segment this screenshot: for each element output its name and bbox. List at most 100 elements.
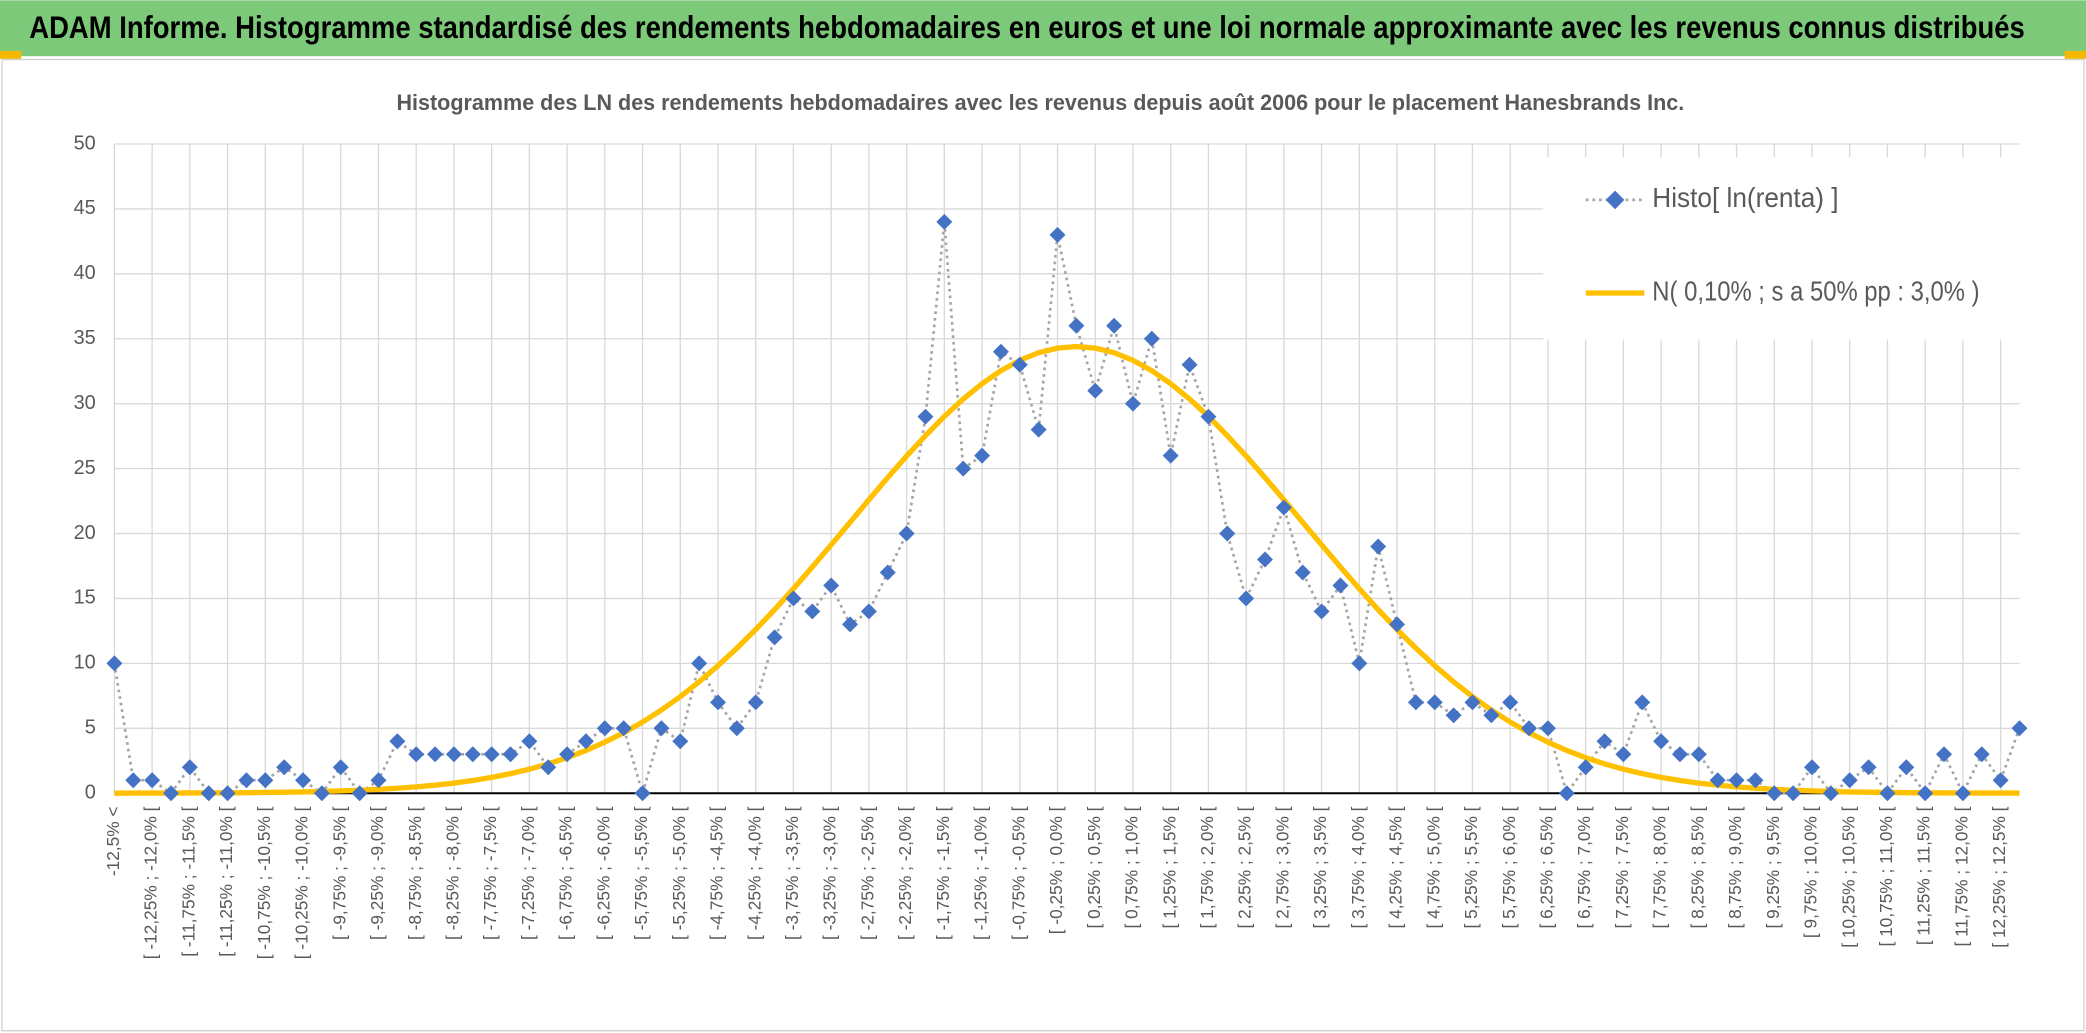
x-tick-label: [ -0,25% ; 0,0% [ — [1046, 806, 1066, 934]
data-point — [238, 772, 255, 789]
x-tick-label: [ -9,25% ; -9,0% [ — [367, 806, 387, 940]
data-point — [634, 785, 651, 802]
data-point — [559, 746, 576, 763]
data-point — [125, 772, 142, 789]
x-tick-label: [ -3,25% ; -3,0% [ — [820, 806, 840, 940]
data-point — [728, 720, 745, 737]
x-tick-label: [ 2,75% ; 3,0% [ — [1272, 806, 1292, 928]
x-tick-label: [ 1,75% ; 2,0% [ — [1197, 806, 1217, 928]
x-tick-label: [ -5,25% ; -5,0% [ — [669, 806, 689, 940]
data-point — [1596, 733, 1613, 750]
data-point — [2011, 720, 2028, 737]
data-point — [200, 785, 217, 802]
corner — [0, 50, 22, 59]
data-point — [181, 759, 198, 776]
data-point — [1973, 746, 1990, 763]
data-point — [1275, 499, 1292, 516]
data-point — [163, 785, 179, 802]
data-point — [1181, 356, 1198, 373]
data-point — [1879, 785, 1896, 802]
data-point — [1521, 720, 1538, 737]
x-tick-label: [ -3,75% ; -3,5% [ — [782, 806, 802, 940]
y-tick-label: 5 — [85, 717, 96, 739]
data-point — [710, 694, 726, 711]
data-point — [747, 694, 764, 711]
data-point — [842, 616, 859, 633]
y-tick-label: 40 — [74, 262, 96, 284]
x-tick-label: [ 12,25% ; 12,5% [ — [1989, 806, 2009, 947]
y-tick-label: 30 — [74, 392, 96, 414]
chart-border — [1, 58, 2085, 1032]
x-tick-label: [ -12,25% ; -12,0% [ — [141, 806, 161, 959]
x-tick-label: [ 6,25% ; 6,5% [ — [1536, 806, 1556, 928]
data-point — [257, 772, 274, 789]
legend-label: N( 0,10% ; s a 50% pp : 3,0% ) — [1652, 275, 1979, 306]
x-tick-label: [ 0,25% ; 0,5% [ — [1084, 806, 1104, 928]
data-point — [974, 447, 991, 464]
data-point — [1728, 772, 1745, 789]
data-point — [1860, 759, 1877, 776]
x-tick-label: [ -8,25% ; -8,0% [ — [442, 806, 462, 940]
data-point — [672, 733, 689, 750]
data-point — [540, 759, 557, 776]
data-point — [1634, 694, 1651, 711]
data-point — [1690, 746, 1707, 763]
x-tick-label: [ 4,75% ; 5,0% [ — [1423, 806, 1443, 928]
data-point — [1992, 772, 2009, 789]
data-point — [1087, 382, 1104, 399]
data-point — [408, 746, 425, 763]
data-point — [860, 603, 877, 620]
x-tick-label: [ 9,75% ; 10,0% [ — [1801, 806, 1821, 938]
data-point — [898, 525, 915, 542]
x-tick-label: [ -1,25% ; -1,0% [ — [971, 806, 991, 940]
data-point — [1822, 785, 1839, 802]
x-tick-label: [ 0,75% ; 1,0% [ — [1122, 806, 1142, 928]
data-point — [1257, 551, 1273, 568]
y-tick-label: 0 — [85, 781, 96, 803]
data-point — [955, 460, 972, 477]
data-point — [879, 564, 896, 581]
data-point — [992, 343, 1009, 360]
y-tick-label: 10 — [74, 652, 96, 674]
data-point — [1162, 447, 1179, 464]
x-tick-label: [ -7,25% ; -7,0% [ — [518, 806, 538, 940]
x-tick-label: [ 10,75% ; 11,0% [ — [1876, 806, 1896, 946]
legend-marker — [1605, 190, 1625, 210]
data-point — [596, 720, 613, 737]
data-point — [1653, 733, 1670, 750]
x-tick-label: [ 1,25% ; 1,5% [ — [1159, 806, 1179, 928]
x-tick-label: [ -2,25% ; -2,0% [ — [895, 806, 915, 940]
y-tick-label: 25 — [74, 457, 96, 479]
data-point — [1124, 395, 1141, 412]
x-tick-label: [ 5,75% ; 6,0% [ — [1499, 806, 1519, 928]
data-point — [106, 655, 123, 672]
data-point — [521, 733, 538, 750]
data-point — [1898, 759, 1915, 776]
data-point — [502, 746, 519, 763]
x-tick-label: [ -9,75% ; -9,5% [ — [329, 806, 349, 940]
data-point — [785, 590, 802, 607]
data-point — [1709, 772, 1726, 789]
data-point — [823, 577, 840, 594]
data-point — [691, 655, 708, 672]
data-point — [1539, 720, 1556, 737]
x-tick-label: [ 9,25% ; 9,5% [ — [1763, 806, 1783, 928]
data-point — [1011, 356, 1028, 373]
x-tick-label: [ 3,75% ; 4,0% [ — [1348, 806, 1368, 928]
data-point — [1747, 772, 1764, 789]
data-point — [1389, 616, 1406, 633]
data-point — [1766, 785, 1783, 802]
data-point — [1917, 785, 1934, 802]
data-point — [1804, 759, 1820, 776]
x-tick-label: [ 4,25% ; 4,5% [ — [1386, 806, 1406, 928]
y-tick-label: 45 — [74, 197, 96, 219]
data-point — [1332, 577, 1349, 594]
x-tick-label: [ -7,75% ; -7,5% [ — [480, 806, 500, 940]
data-point — [483, 746, 500, 763]
x-tick-label: [ -0,75% ; -0,5% [ — [1008, 806, 1028, 940]
x-tick-label: [ 8,75% ; 9,0% [ — [1725, 806, 1745, 928]
x-tick-label: [ -4,25% ; -4,0% [ — [744, 806, 764, 940]
chart-title: Histogramme des LN des rendements hebdom… — [396, 90, 1684, 115]
data-point — [1106, 317, 1123, 334]
